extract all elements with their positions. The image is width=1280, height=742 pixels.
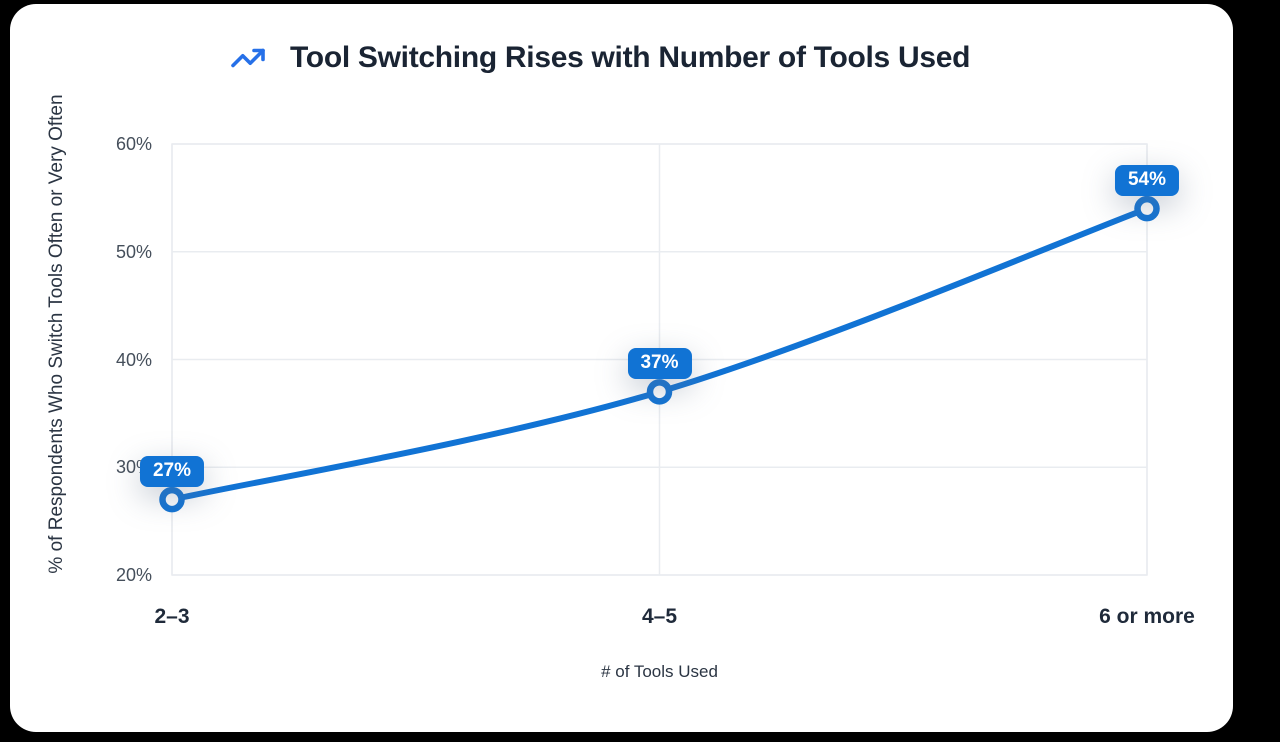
- x-tick-label: 6 or more: [1099, 605, 1195, 628]
- y-tick-label: 60%: [115, 134, 152, 154]
- data-point-badge: 37%: [627, 347, 692, 379]
- line-chart-plot-area: [159, 143, 1160, 576]
- y-tick-label: 20%: [115, 565, 152, 585]
- plot-border: [171, 143, 1148, 576]
- data-point-badge: 54%: [1114, 164, 1180, 196]
- y-tick-label: 50%: [115, 241, 152, 262]
- data-point: [159, 486, 185, 513]
- chart-title: Tool Switching Rises with Number of Tool…: [290, 41, 971, 74]
- data-point: [1134, 195, 1160, 222]
- trending-up-icon: [230, 40, 266, 76]
- y-tick-label: 40%: [115, 349, 152, 370]
- x-tick-label: 4–5: [641, 605, 678, 628]
- x-tick-label: 2–3: [154, 605, 190, 628]
- x-axis-title: # of Tools Used: [601, 662, 718, 681]
- data-point: [646, 379, 673, 405]
- chart-card: Tool Switching Rises with Number of Tool…: [10, 4, 1233, 732]
- data-point-badge: 27%: [139, 455, 205, 487]
- chart-header: Tool Switching Rises with Number of Tool…: [230, 40, 970, 76]
